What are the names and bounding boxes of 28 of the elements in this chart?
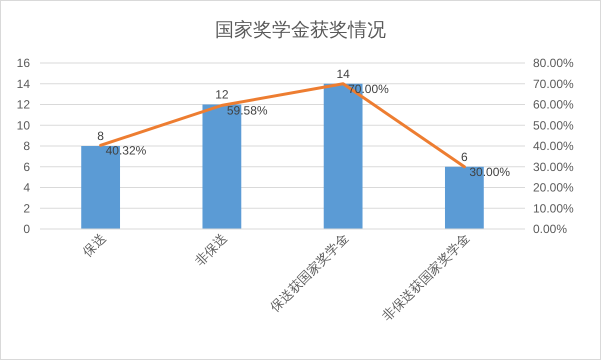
x-tick-label: 非保送 <box>192 230 230 269</box>
y-tick-label: 12 <box>16 98 30 112</box>
y2-tick-label: 80.00% <box>533 56 574 70</box>
y2-tick-label: 50.00% <box>533 118 574 132</box>
y2-tick-label: 10.00% <box>533 201 574 216</box>
y2-tick-label: 0.00% <box>533 222 568 236</box>
x-tick-label: 非保送获国家奖学金 <box>379 230 472 324</box>
y-tick-label: 8 <box>23 139 30 153</box>
y-tick-label: 16 <box>16 56 30 70</box>
y-tick-label: 10 <box>16 118 30 132</box>
y2-tick-label: 20.00% <box>533 180 574 194</box>
x-tick-label: 保送 <box>80 230 109 260</box>
data-label: 12 <box>215 88 229 102</box>
chart-title: 国家奖学金获奖情况 <box>215 19 386 41</box>
y2-tick-label: 60.00% <box>533 98 574 112</box>
y-tick-label: 14 <box>16 76 30 91</box>
data-label: 8 <box>97 129 104 143</box>
y-tick-label: 4 <box>23 180 30 194</box>
y2-tick-label: 30.00% <box>533 160 574 174</box>
line-series <box>99 82 466 168</box>
y2-tick-label: 70.00% <box>533 76 574 91</box>
x-tick-label: 保送获国家奖学金 <box>267 230 352 315</box>
data-label: 6 <box>461 150 468 164</box>
y-tick-label: 2 <box>23 201 30 216</box>
data-label: 14 <box>336 66 350 81</box>
y-tick-label: 6 <box>23 160 30 174</box>
y-tick-label: 0 <box>23 222 30 236</box>
y2-tick-label: 40.00% <box>533 139 574 153</box>
